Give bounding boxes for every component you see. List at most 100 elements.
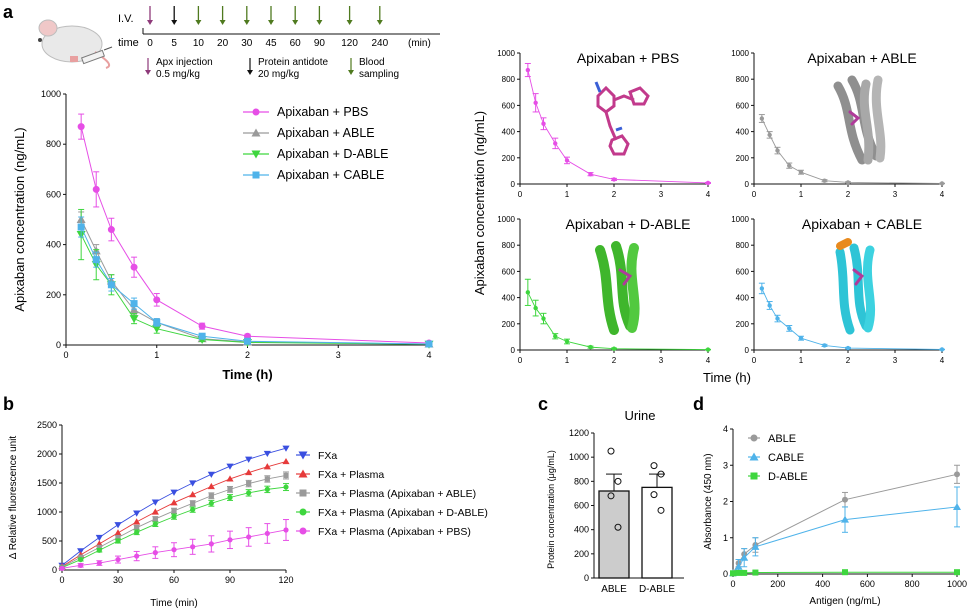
x-tick-label: 0 [730, 579, 735, 589]
x-tick-label: 1 [154, 350, 159, 360]
legend-entry: D-ABLE [768, 471, 808, 483]
y-tick-label: 800 [502, 75, 516, 84]
data-point [775, 148, 780, 153]
x-tick-label: 2 [612, 356, 617, 365]
data-point [282, 445, 290, 452]
x-tick-label: 600 [860, 579, 875, 589]
data-point [611, 346, 617, 351]
y-axis-label: Δ Relative fluorescence unit [8, 436, 19, 560]
timeline-tick-label: 60 [290, 38, 302, 49]
data-point [190, 544, 196, 550]
data-point [190, 507, 196, 513]
x-tick-label: 1 [565, 356, 570, 365]
data-point [282, 457, 290, 465]
data-point [245, 456, 253, 463]
legend-marker [251, 128, 261, 137]
data-point [107, 226, 115, 234]
apx-injection-label: Apx injection [156, 57, 213, 68]
data-point [657, 506, 665, 514]
series-1 [524, 62, 711, 186]
data-point [759, 116, 765, 121]
data-point [842, 496, 848, 503]
data-point [208, 493, 214, 499]
data-point [207, 471, 215, 478]
data-point [134, 553, 140, 559]
x-tick-label: 0 [63, 350, 68, 360]
y-tick-label: 4 [723, 424, 728, 434]
data-point [244, 337, 251, 345]
data-point [115, 556, 121, 563]
data-point [752, 569, 759, 576]
y-tick-label: 1000 [41, 89, 61, 99]
data-point [96, 560, 102, 566]
legend-marker [298, 451, 308, 460]
data-point [78, 562, 84, 568]
timeline-tick-label: 120 [341, 38, 358, 49]
y-tick-label: 600 [46, 189, 61, 199]
data-point [954, 569, 960, 576]
data-point [130, 263, 138, 271]
data-point [189, 480, 197, 487]
y-tick-label: 400 [736, 294, 750, 303]
x-tick-label: 4 [706, 356, 711, 365]
y-tick-label: 200 [502, 320, 516, 329]
y-tick-label: 800 [736, 241, 750, 250]
data-point [264, 486, 270, 492]
x-tick-label: 1000 [947, 579, 967, 589]
chart-a-pbs: 0 200 400 600 800 1000 0 1 2 3 4 Apixaban + PBS [497, 49, 711, 199]
data-point [107, 281, 115, 289]
data-point [198, 332, 206, 340]
data-point [767, 303, 772, 308]
legend-entry: Apixaban + PBS [277, 105, 368, 119]
y-tick-label: 0 [56, 340, 61, 350]
data-point [133, 510, 141, 517]
data-point [96, 544, 102, 550]
y-tick-label: 1000 [731, 49, 749, 58]
x-tick-label: 400 [815, 579, 830, 589]
legend-marker [749, 452, 759, 461]
y-axis-label: Apixaban concentration (ng/mL) [12, 127, 27, 311]
timeline-tick-label: 0 [147, 38, 153, 49]
data-point [208, 541, 214, 547]
data-point [533, 100, 538, 105]
series-4 [77, 216, 433, 348]
data-point [525, 290, 531, 295]
y-tick-label: 200 [736, 320, 750, 329]
panel-label-a: a [3, 2, 14, 22]
y-tick-label: 1000 [497, 215, 515, 224]
y-tick-label: 1 [723, 533, 728, 543]
series-line [761, 288, 943, 350]
data-point [114, 529, 122, 536]
x-tick-label: 0 [752, 190, 757, 199]
timeline-arrow-head [147, 20, 153, 25]
blood-label: Blood [359, 57, 385, 68]
data-point [115, 534, 121, 541]
data-point [152, 521, 158, 527]
timeline-tick-label: 90 [314, 38, 326, 49]
right-xlabel: Time (h) [703, 370, 751, 385]
chart-c: 0 200 400 600 800 1000 1200 Protein concentrati… [546, 408, 684, 595]
data-point [787, 326, 792, 331]
data-point [705, 347, 711, 352]
series-1 [524, 278, 711, 352]
apx-dose-label: 0.5 mg/kg [156, 69, 200, 80]
iv-label: I.V. [118, 13, 134, 25]
legend-marker [252, 108, 260, 116]
y-tick-label: 600 [736, 267, 750, 276]
data-point [198, 322, 206, 330]
x-tick-label: 2 [846, 356, 851, 365]
x-tick-label: 0 [59, 575, 64, 585]
data-point [115, 538, 121, 544]
data-point [171, 508, 177, 514]
y-tick-label: 0 [511, 346, 516, 355]
y-tick-label: 1000 [37, 507, 57, 517]
data-point [798, 336, 804, 341]
series-line [80, 226, 430, 345]
bar [598, 490, 630, 579]
data-point [189, 491, 197, 498]
data-point [759, 286, 765, 291]
legend-entry: ABLE [768, 433, 796, 445]
syringe-icon [80, 46, 113, 65]
data-point [171, 514, 177, 520]
bar [641, 486, 673, 579]
